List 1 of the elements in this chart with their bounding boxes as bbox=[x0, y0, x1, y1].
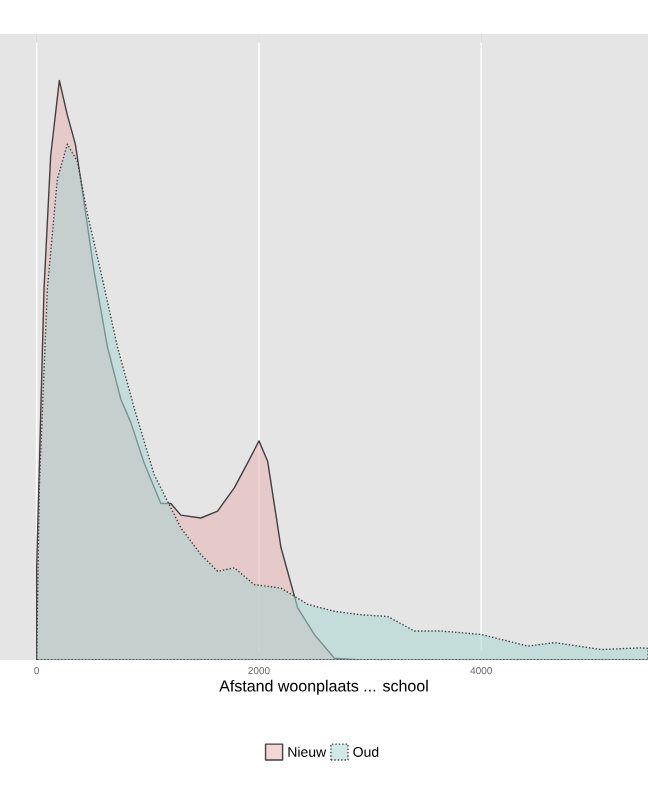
x-axis-title: Afstand woonplaats ... school bbox=[219, 679, 428, 695]
